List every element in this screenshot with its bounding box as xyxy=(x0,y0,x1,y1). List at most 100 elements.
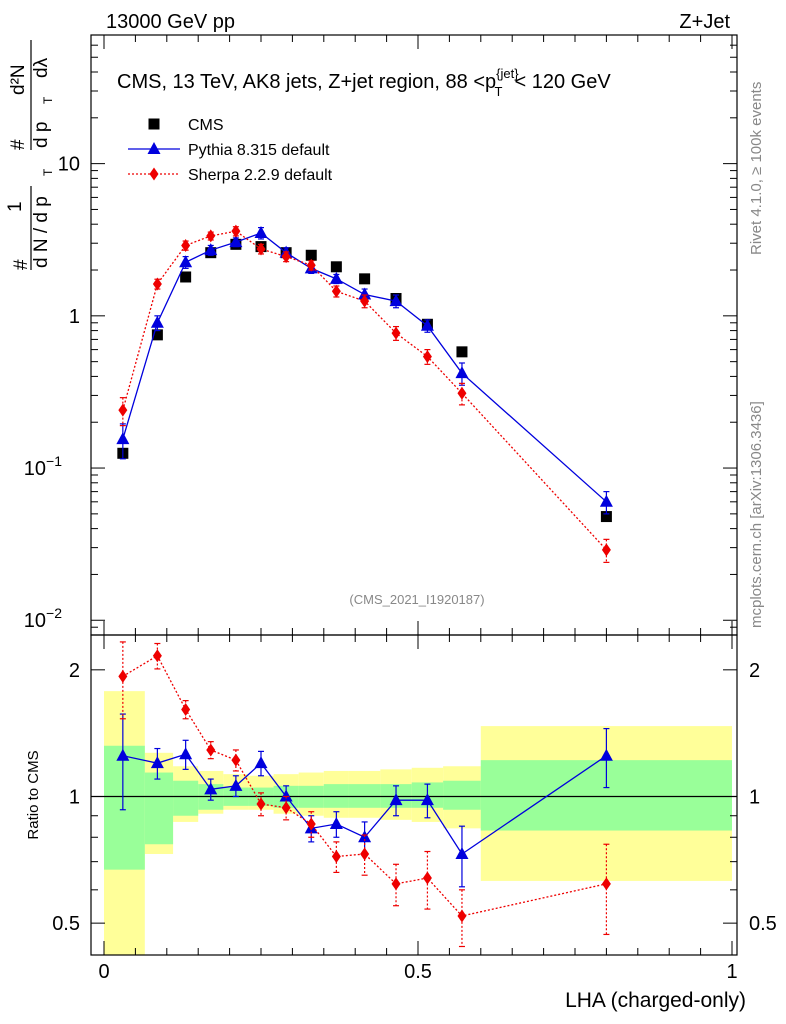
main-y-tick-label: 10−2 xyxy=(24,605,62,632)
svg-text:dλ: dλ xyxy=(31,57,52,78)
ratio-pythia-point xyxy=(254,756,268,769)
main-y-axis-label: # 1 d N / d p T # d²N d p T dλ xyxy=(5,40,55,270)
pythia-point xyxy=(204,243,218,256)
cms-point xyxy=(456,346,468,358)
stat-uncertainty-band xyxy=(443,780,481,810)
ratio-sherpa-point xyxy=(118,669,128,683)
sherpa-point xyxy=(256,242,266,256)
ratio-sherpa-point xyxy=(601,877,611,891)
pythia-line xyxy=(122,232,607,503)
ratio-pythia-point xyxy=(279,789,293,802)
ratio-sherpa-point xyxy=(360,847,370,861)
cms-point xyxy=(151,329,163,341)
ratio-pythia-point xyxy=(455,846,469,859)
ratio-sherpa-point xyxy=(256,797,266,811)
stat-uncertainty-band xyxy=(144,772,174,845)
pythia-point xyxy=(329,271,343,284)
main-plot-panel: 10 1 10−1 10−2 CMS, 13 TeV, AK8 jets, Z+jet… xyxy=(24,34,738,636)
ratio-y-tick-label: 2 xyxy=(69,660,80,682)
ratio-pythia-point xyxy=(179,747,193,760)
sherpa-point xyxy=(422,350,432,364)
ratio-plot-panel: 0.5 0.5 1 1 2 2 0 0.5 1 xyxy=(52,634,777,983)
ratio-sherpa-point xyxy=(231,753,241,767)
cms-point xyxy=(305,249,317,261)
ratio-sherpa-point xyxy=(331,850,341,864)
svg-text:d²N: d²N xyxy=(8,64,29,95)
x-tick-label: 0 xyxy=(98,961,109,983)
svg-text:d N / d p: d N / d p xyxy=(31,196,52,268)
ratio-sherpa-point xyxy=(181,702,191,716)
pythia-point xyxy=(420,318,434,331)
ratio-sherpa-point xyxy=(206,743,216,757)
ratio-pythia-point xyxy=(599,748,613,761)
ratio-pythia-point xyxy=(389,793,403,806)
stat-uncertainty-band xyxy=(104,745,145,870)
ratio-pythia-point xyxy=(150,756,164,769)
ratio-pythia-point xyxy=(204,782,218,795)
ratio-y-tick-label: 0.5 xyxy=(52,913,80,935)
sherpa-line xyxy=(122,230,607,551)
sherpa-point xyxy=(181,238,191,252)
x-tick-label: 1 xyxy=(726,961,737,983)
cms-point xyxy=(180,271,192,283)
sherpa-point xyxy=(281,250,291,264)
main-y-tick-label: 10 xyxy=(58,154,80,176)
sherpa-point xyxy=(331,284,341,298)
x-tick-label: 0.5 xyxy=(404,961,432,983)
ratio-pythia-point xyxy=(116,748,130,761)
ratio-y-tick-label-right: 2 xyxy=(749,660,760,682)
header-process: Z+Jet xyxy=(679,11,730,33)
cms-point xyxy=(600,511,612,523)
pythia-point xyxy=(150,315,164,328)
ratio-sherpa-point xyxy=(152,649,162,663)
legend-label-pythia: Pythia 8.315 default xyxy=(188,142,330,159)
sherpa-point xyxy=(457,386,467,400)
rivet-label: Rivet 4.1.0, ≥ 100k events xyxy=(748,82,765,255)
legend: CMS Pythia 8.315 default Sherpa 2.2.9 defa… xyxy=(128,117,333,184)
svg-text:#: # xyxy=(11,259,32,270)
ratio-pythia-point xyxy=(229,778,243,791)
main-y-tick-label: 1 xyxy=(69,306,80,328)
sherpa-point xyxy=(206,229,216,243)
sherpa-point xyxy=(601,543,611,557)
pythia-point xyxy=(455,366,469,379)
ratio-sherpa-point xyxy=(422,871,432,885)
legend-marker-sherpa xyxy=(149,167,159,181)
ratio-sherpa-point xyxy=(457,909,467,923)
sherpa-point xyxy=(118,403,128,417)
svg-text:1: 1 xyxy=(5,201,26,212)
pythia-point xyxy=(389,294,403,307)
pythia-point xyxy=(599,494,613,507)
svg-text:T: T xyxy=(41,168,55,176)
pythia-point xyxy=(116,432,130,445)
sherpa-point xyxy=(231,224,241,238)
ratio-pythia-point xyxy=(420,793,434,806)
ratio-sherpa-point xyxy=(391,877,401,891)
svg-text:T: T xyxy=(41,96,55,104)
stat-uncertainty-band xyxy=(173,780,199,816)
x-axis-label: LHA (charged-only) xyxy=(565,989,746,1012)
pythia-point xyxy=(179,255,193,268)
ratio-y-tick-label-right: 0.5 xyxy=(749,913,777,935)
svg-text:d p: d p xyxy=(31,122,52,148)
svg-text:#: # xyxy=(8,139,29,150)
main-y-tick-label: 10−1 xyxy=(24,453,62,480)
chart-title: CMS, 13 TeV, AK8 jets, Z+jet region, 88 … xyxy=(117,66,611,99)
ratio-y-tick-label: 1 xyxy=(69,786,80,808)
sherpa-point xyxy=(306,258,316,272)
sherpa-point xyxy=(360,294,370,308)
ratio-frame xyxy=(90,634,738,956)
analysis-id: (CMS_2021_I1920187) xyxy=(349,592,484,607)
ratio-y-label: Ratio to CMS xyxy=(25,750,42,839)
pythia-point xyxy=(254,226,268,239)
pythia-point xyxy=(358,287,372,300)
ratio-pythia-line xyxy=(122,753,607,855)
pythia-point xyxy=(229,235,243,248)
ratio-sherpa-point xyxy=(306,817,316,831)
legend-label-sherpa: Sherpa 2.2.9 default xyxy=(188,167,333,184)
header-energy: 13000 GeV pp xyxy=(106,11,235,33)
cms-point xyxy=(359,273,371,285)
cms-point xyxy=(330,261,342,273)
sherpa-point xyxy=(391,326,401,340)
